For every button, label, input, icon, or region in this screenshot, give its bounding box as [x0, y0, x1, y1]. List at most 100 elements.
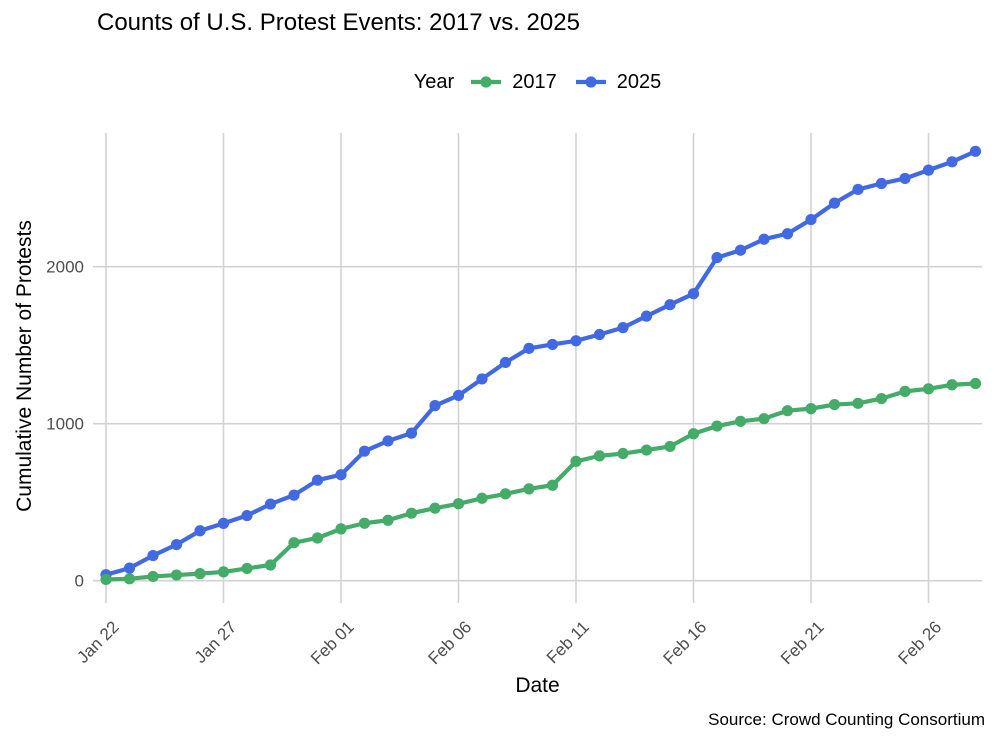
data-point-2025: [241, 509, 253, 522]
data-point-2017: [758, 413, 770, 425]
data-point-2025: [217, 517, 230, 529]
data-point-2017: [687, 428, 700, 440]
data-point-2017: [946, 379, 958, 391]
data-point-2017: [570, 455, 582, 467]
legend-label-2017: 2017: [512, 70, 557, 93]
data-point-2025: [264, 498, 277, 510]
data-point-2017: [499, 488, 512, 500]
x-tick-label: Feb 06: [424, 617, 475, 668]
data-point-2025: [875, 177, 888, 190]
data-point-2017: [664, 440, 676, 453]
data-point-2025: [805, 214, 817, 226]
x-axis-title: Date: [515, 674, 560, 697]
legend-title: Year: [413, 70, 455, 93]
data-point-2025: [123, 562, 136, 574]
data-point-2025: [922, 164, 935, 176]
data-point-2017: [405, 507, 418, 519]
data-point-2025: [969, 145, 982, 157]
data-point-2025: [499, 356, 512, 369]
data-point-2017: [711, 420, 723, 432]
series-line-2025: [103, 149, 978, 577]
data-point-2017: [476, 492, 488, 504]
data-point-2017: [734, 415, 747, 427]
data-point-2025: [852, 183, 864, 196]
data-point-2017: [100, 573, 112, 586]
series-2025: [100, 145, 982, 581]
legend-key-2017: [471, 76, 502, 88]
legend-key-dot: [480, 76, 492, 88]
data-point-2025: [546, 338, 559, 351]
data-point-2017: [828, 398, 841, 411]
data-point-2025: [734, 244, 747, 256]
data-point-2025: [593, 328, 606, 341]
x-tick-label: Feb 16: [659, 617, 710, 668]
data-point-2017: [969, 377, 982, 390]
data-point-2025: [311, 474, 324, 486]
gridlines: [93, 133, 982, 603]
data-point-2017: [640, 444, 653, 456]
data-point-2017: [382, 514, 394, 526]
data-point-2025: [946, 156, 958, 168]
x-tick-label: Jan 27: [191, 617, 241, 667]
data-point-2017: [617, 447, 629, 460]
x-tick-label: Jan 22: [73, 617, 123, 667]
x-tick-label: Feb 26: [894, 617, 945, 668]
series-2017: [100, 377, 982, 586]
legend-item-2017: 2017: [468, 71, 557, 94]
legend: Year 2017 2025: [93, 66, 982, 98]
data-point-2017: [264, 559, 277, 571]
data-point-2025: [382, 435, 394, 447]
x-tick-label: Feb 11: [543, 617, 593, 667]
data-point-2025: [358, 445, 371, 457]
y-tick-label: 1000: [46, 415, 84, 434]
legend-item-2025: 2025: [573, 70, 662, 94]
series-line-2017: [103, 381, 978, 582]
data-point-2025: [405, 427, 418, 439]
source-caption: Source: Crowd Counting Consortium: [708, 710, 985, 729]
x-tick-label: Feb 01: [307, 617, 358, 668]
legend-label-2025: 2025: [616, 70, 662, 93]
legend-key-2025: [575, 76, 606, 88]
y-axis-title: Cumulative Number of Protests: [13, 220, 36, 512]
data-point-2017: [805, 403, 817, 415]
data-point-2017: [288, 537, 300, 549]
data-point-2017: [429, 502, 441, 514]
data-point-2025: [640, 310, 653, 322]
data-point-2025: [452, 389, 465, 402]
data-point-2017: [123, 573, 136, 585]
data-point-2017: [452, 498, 465, 510]
data-point-2017: [194, 568, 206, 580]
legend-key-dot: [585, 76, 597, 88]
data-point-2017: [875, 392, 888, 405]
data-point-2025: [476, 373, 488, 385]
data-point-2017: [523, 483, 535, 495]
data-point-2017: [311, 532, 324, 544]
data-point-2025: [711, 251, 723, 264]
chart-title: Counts of U.S. Protest Events: 2017 vs. …: [97, 9, 580, 36]
data-point-2017: [358, 517, 371, 529]
data-point-2025: [664, 299, 676, 311]
data-point-2025: [335, 469, 347, 481]
data-point-2017: [170, 569, 183, 581]
y-tick-label: 2000: [46, 258, 84, 277]
data-point-2025: [687, 288, 700, 300]
data-point-2025: [617, 322, 629, 334]
y-tick-label: 0: [75, 572, 84, 591]
legend-items: 2017 2025: [468, 71, 661, 94]
x-tick-label: Feb 21: [777, 617, 828, 668]
data-point-2025: [570, 335, 582, 347]
data-point-2017: [899, 385, 911, 397]
data-point-2025: [170, 538, 183, 551]
data-point-2025: [781, 228, 794, 240]
data-point-2017: [241, 562, 253, 575]
data-point-2025: [288, 489, 300, 501]
data-point-2017: [147, 570, 159, 583]
data-point-2025: [429, 400, 441, 412]
data-point-2017: [546, 479, 559, 491]
data-point-2017: [593, 450, 606, 462]
data-point-2017: [781, 405, 794, 417]
data-point-2025: [758, 233, 770, 245]
data-point-2025: [194, 525, 206, 537]
